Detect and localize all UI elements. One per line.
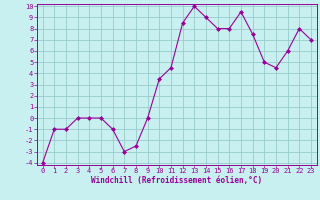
- X-axis label: Windchill (Refroidissement éolien,°C): Windchill (Refroidissement éolien,°C): [91, 176, 262, 185]
